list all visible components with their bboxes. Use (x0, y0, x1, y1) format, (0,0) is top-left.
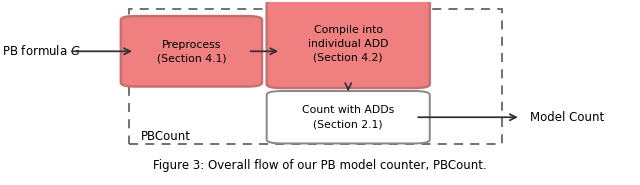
FancyBboxPatch shape (267, 91, 430, 143)
Text: Preprocess
(Section 4.1): Preprocess (Section 4.1) (157, 40, 226, 63)
FancyBboxPatch shape (121, 16, 262, 87)
Text: PBCount: PBCount (141, 130, 191, 143)
FancyBboxPatch shape (267, 0, 430, 88)
Text: Figure 3: Overall flow of our PB model counter, PBCount.: Figure 3: Overall flow of our PB model c… (153, 159, 487, 172)
Text: Count with ADDs
(Section 2.1): Count with ADDs (Section 2.1) (302, 105, 394, 129)
Text: Compile into
individual ADD
(Section 4.2): Compile into individual ADD (Section 4.2… (308, 25, 388, 62)
Text: PB formula $G$: PB formula $G$ (1, 44, 80, 58)
Text: Model Count: Model Count (530, 111, 604, 124)
